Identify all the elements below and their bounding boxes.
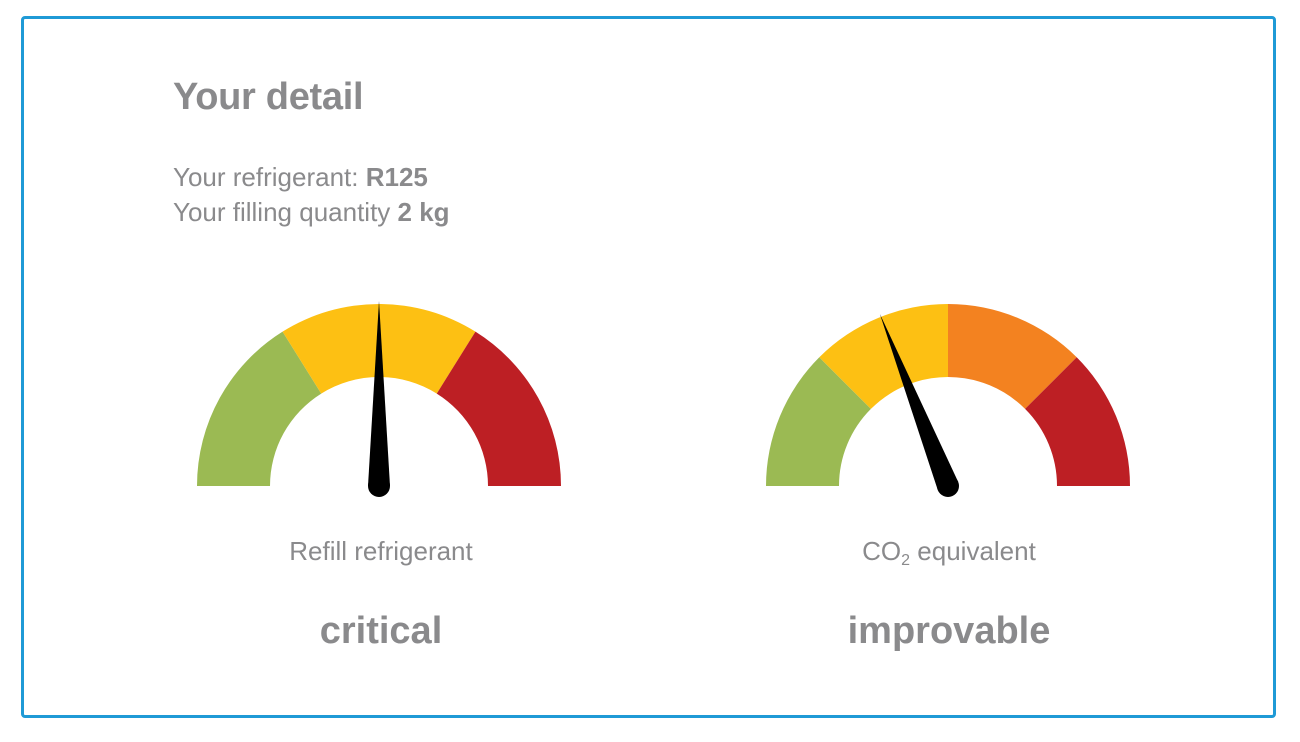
refill-refrigerant-status: critical (319, 610, 443, 652)
gauge-segment (948, 304, 1077, 409)
refrigerant-label: Your refrigerant: (173, 162, 359, 192)
filling-quantity-label: Your filling quantity (173, 197, 391, 227)
refrigerant-value: R125 (365, 162, 428, 192)
refill-refrigerant-gauge (197, 301, 561, 497)
gauge-segment (1025, 357, 1130, 486)
gauge-segment (766, 357, 871, 486)
gauge-segment (436, 331, 561, 486)
gauge-needle (368, 301, 390, 486)
co2-label-subscript: 2 (901, 552, 911, 569)
gauge-segment (197, 331, 322, 486)
co2-label-prefix: CO (862, 536, 902, 566)
refrigerant-line: Your refrigerant: R125 (173, 161, 428, 193)
filling-quantity-value: 2 kg (397, 197, 450, 227)
co2-label-suffix: equivalent (910, 536, 1036, 566)
filling-quantity-line: Your filling quantity 2 kg (173, 196, 450, 228)
gauge-segment (819, 304, 948, 409)
co2-equivalent-status: improvable (847, 610, 1051, 652)
co2-equivalent-gauge (766, 304, 1130, 497)
page-title: Your detail (173, 76, 364, 118)
gauge-needle-hub (937, 475, 959, 497)
co2-equivalent-label: CO2 equivalent (749, 535, 1149, 569)
gauge-needle (879, 313, 959, 491)
refill-refrigerant-label: Refill refrigerant (289, 536, 473, 566)
gauge-needle-hub (368, 475, 390, 497)
